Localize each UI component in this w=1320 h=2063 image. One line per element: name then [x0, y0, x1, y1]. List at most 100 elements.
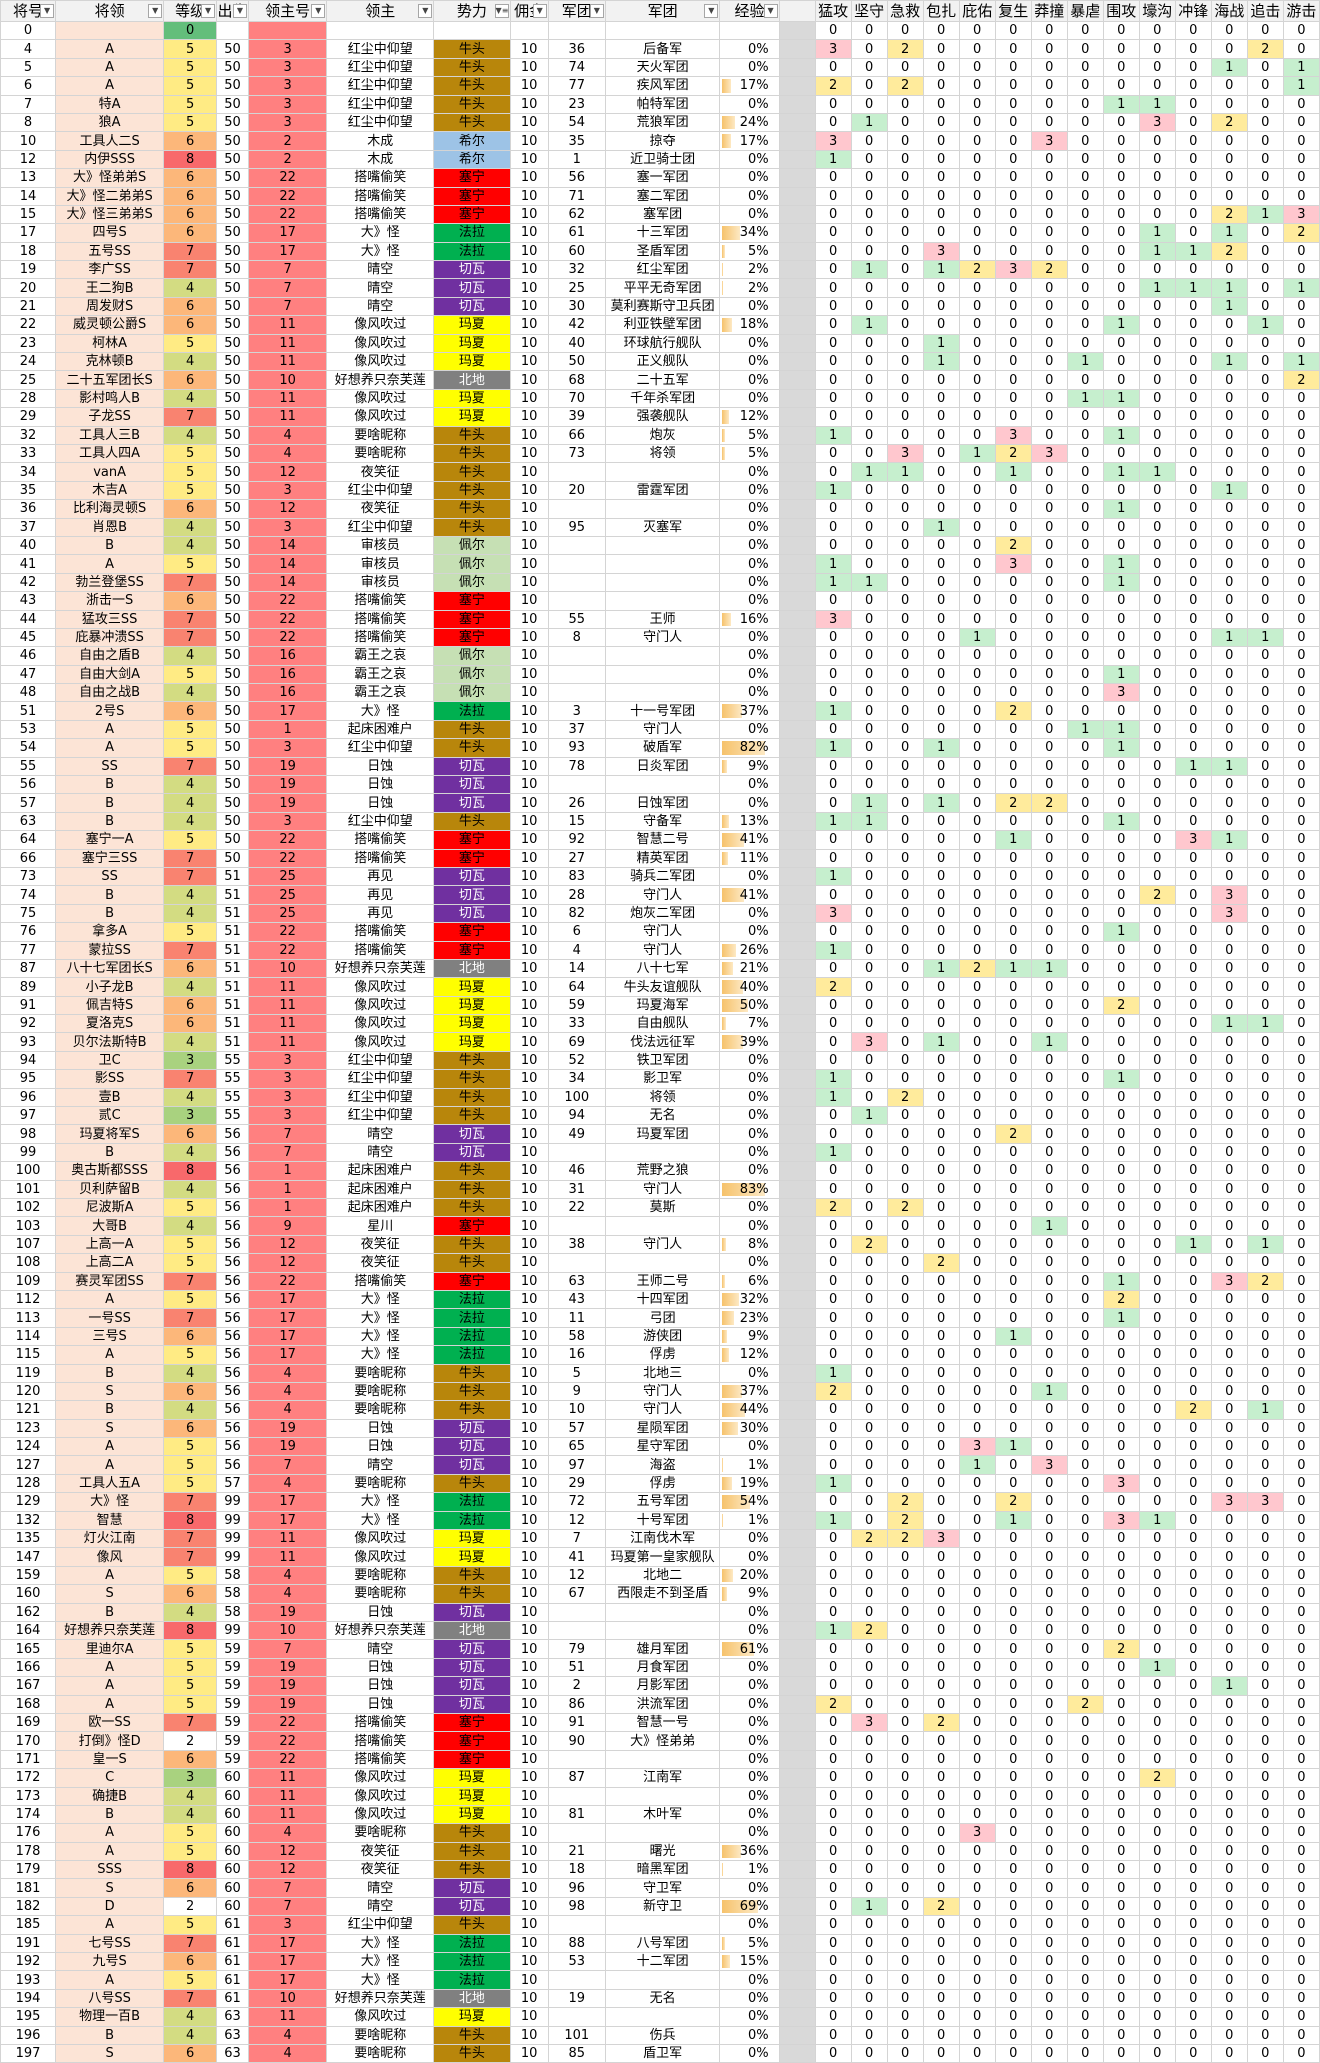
skill-cell-壕沟[interactable]: 0 [1138, 39, 1176, 59]
lord-id-cell[interactable]: 16 [247, 683, 328, 703]
skill-cell-暴虐[interactable]: 0 [1066, 499, 1104, 519]
skill-cell-急救[interactable]: 0 [886, 1602, 924, 1622]
skill-cell-莽撞[interactable]: 0 [1030, 1712, 1068, 1733]
lord-name-cell[interactable]: 大》怪 [326, 1933, 435, 1954]
general-name-cell[interactable]: A [55, 1437, 165, 1457]
skill-cell-冲锋[interactable]: 0 [1174, 1841, 1212, 1862]
skill-cell-庇佑[interactable]: 0 [958, 1620, 996, 1641]
general-id-cell[interactable]: 102 [0, 1197, 57, 1218]
skill-cell-壕沟[interactable]: 0 [1138, 1988, 1176, 2009]
general-id-cell[interactable]: 179 [0, 1860, 57, 1880]
general-id-cell[interactable]: 64 [0, 830, 57, 850]
skill-cell-猛攻[interactable]: 0 [814, 315, 852, 335]
legion-name-cell[interactable]: 盾卫军 [604, 2043, 721, 2063]
skill-cell-暴虐[interactable]: 0 [1066, 1087, 1104, 1108]
skill-cell-海战[interactable]: 0 [1210, 1050, 1248, 1071]
skill-cell-庇佑[interactable]: 0 [958, 1970, 996, 1990]
skill-cell-壕沟[interactable]: 0 [1138, 407, 1176, 427]
skill-cell-壕沟[interactable]: 0 [1138, 1860, 1176, 1880]
lord-name-cell[interactable]: 起床困难户 [326, 1179, 435, 1200]
skill-cell-坚守[interactable]: 2 [850, 1620, 888, 1641]
lord-name-cell[interactable]: 像风吹过 [326, 1529, 435, 1549]
skill-cell-海战[interactable]: 0 [1210, 1437, 1248, 1457]
general-name-cell[interactable]: A [55, 1915, 165, 1935]
general-id-cell[interactable]: 94 [0, 1050, 57, 1071]
column-header-9[interactable]: 军团 ▼ [604, 0, 721, 22]
skill-cell-庇佑[interactable]: 0 [958, 1492, 996, 1512]
skill-cell-冲锋[interactable]: 0 [1174, 1749, 1212, 1770]
exp-cell[interactable]: 21% [719, 958, 780, 979]
skill-cell-庇佑[interactable]: 0 [958, 1418, 996, 1439]
skill-cell-冲锋[interactable]: 0 [1174, 1197, 1212, 1218]
skill-cell-暴虐[interactable]: 0 [1066, 131, 1104, 151]
lord-name-cell[interactable]: 红尘中仰望 [326, 1087, 435, 1108]
skill-cell-急救[interactable]: 0 [886, 480, 924, 501]
skill-cell-暴虐[interactable]: 0 [1066, 830, 1104, 850]
skill-cell-复生[interactable]: 1 [994, 958, 1032, 979]
skill-cell-庇佑[interactable]: 0 [958, 756, 996, 777]
separator-cell[interactable] [778, 1326, 816, 1347]
separator-cell[interactable] [778, 186, 816, 206]
lord-id-cell[interactable]: 4 [247, 1381, 328, 1402]
skill-cell-坚守[interactable]: 0 [850, 1584, 888, 1604]
legion-id-cell[interactable]: 65 [547, 1437, 606, 1457]
skill-cell-游击[interactable]: 0 [1282, 2025, 1320, 2045]
skill-cell-游击[interactable]: 0 [1282, 112, 1320, 133]
lord-name-cell[interactable]: 像风吹过 [326, 1768, 435, 1788]
lord-name-cell[interactable] [326, 20, 435, 41]
faction-cell[interactable]: 牛头 [433, 1860, 511, 1880]
skill-cell-猛攻[interactable]: 2 [814, 977, 852, 997]
skill-cell-坚守[interactable]: 0 [850, 1565, 888, 1586]
skill-cell-坚守[interactable]: 0 [850, 535, 888, 556]
legion-name-cell[interactable] [604, 1142, 721, 1163]
level-cell[interactable]: 7 [163, 1712, 218, 1733]
fee-cell[interactable]: 10 [509, 1860, 549, 1880]
skill-cell-坚守[interactable]: 1 [850, 1106, 888, 1126]
legion-id-cell[interactable] [547, 572, 606, 593]
faction-cell[interactable]: 牛头 [433, 1363, 511, 1383]
faction-cell[interactable]: 佩尔 [433, 683, 511, 703]
skill-cell-暴虐[interactable]: 0 [1066, 1510, 1104, 1531]
skill-cell-急救[interactable]: 0 [886, 1749, 924, 1770]
skill-cell-冲锋[interactable]: 0 [1174, 609, 1212, 629]
skill-cell-坚守[interactable]: 0 [850, 1069, 888, 1089]
separator-cell[interactable] [778, 830, 816, 850]
skill-cell-急救[interactable]: 0 [886, 591, 924, 611]
exp-cell[interactable]: 0% [719, 2043, 780, 2063]
separator-cell[interactable] [778, 1106, 816, 1126]
skill-cell-复生[interactable]: 0 [994, 903, 1032, 924]
exp-cell[interactable]: 0% [719, 572, 780, 593]
fee-cell[interactable]: 10 [509, 1418, 549, 1439]
legion-name-cell[interactable]: 五号军团 [604, 1492, 721, 1512]
skill-cell-复生[interactable]: 0 [994, 1804, 1032, 1825]
skill-cell-急救[interactable]: 0 [886, 1345, 924, 1365]
skill-cell-冲锋[interactable]: 0 [1174, 995, 1212, 1016]
skill-cell-复生[interactable]: 0 [994, 1860, 1032, 1880]
exp-cell[interactable]: 0% [719, 94, 780, 114]
skill-cell-壕沟[interactable]: 0 [1138, 388, 1176, 409]
fee-cell[interactable]: 10 [509, 1345, 549, 1365]
skill-cell-复生[interactable]: 0 [994, 296, 1032, 317]
birth-cell[interactable]: 50 [216, 775, 249, 795]
skill-cell-追击[interactable]: 0 [1246, 1639, 1284, 1659]
skill-cell-冲锋[interactable]: 0 [1174, 131, 1212, 151]
general-id-cell[interactable]: 191 [0, 1933, 57, 1954]
skill-cell-游击[interactable]: 0 [1282, 1050, 1320, 1071]
skill-cell-海战[interactable]: 0 [1210, 1455, 1248, 1475]
skill-cell-包扎[interactable]: 0 [922, 1106, 960, 1126]
skill-cell-庇佑[interactable]: 0 [958, 1712, 996, 1733]
exp-cell[interactable]: 0% [719, 1161, 780, 1181]
skill-cell-游击[interactable]: 0 [1282, 1952, 1320, 1972]
skill-cell-冲锋[interactable]: 0 [1174, 20, 1212, 41]
skill-cell-冲锋[interactable]: 0 [1174, 1510, 1212, 1531]
legion-id-cell[interactable]: 32 [547, 260, 606, 280]
faction-cell[interactable]: 牛头 [433, 112, 511, 133]
skill-cell-围攻[interactable]: 0 [1102, 407, 1140, 427]
skill-cell-围攻[interactable]: 0 [1102, 1878, 1140, 1898]
birth-cell[interactable]: 59 [216, 1676, 249, 1696]
skill-cell-暴虐[interactable]: 0 [1066, 903, 1104, 924]
general-name-cell[interactable]: 贝尔法斯特B [55, 1032, 165, 1052]
skill-cell-莽撞[interactable]: 0 [1030, 76, 1068, 96]
legion-name-cell[interactable]: 塞二军团 [604, 186, 721, 206]
skill-cell-围攻[interactable]: 0 [1102, 1933, 1140, 1954]
